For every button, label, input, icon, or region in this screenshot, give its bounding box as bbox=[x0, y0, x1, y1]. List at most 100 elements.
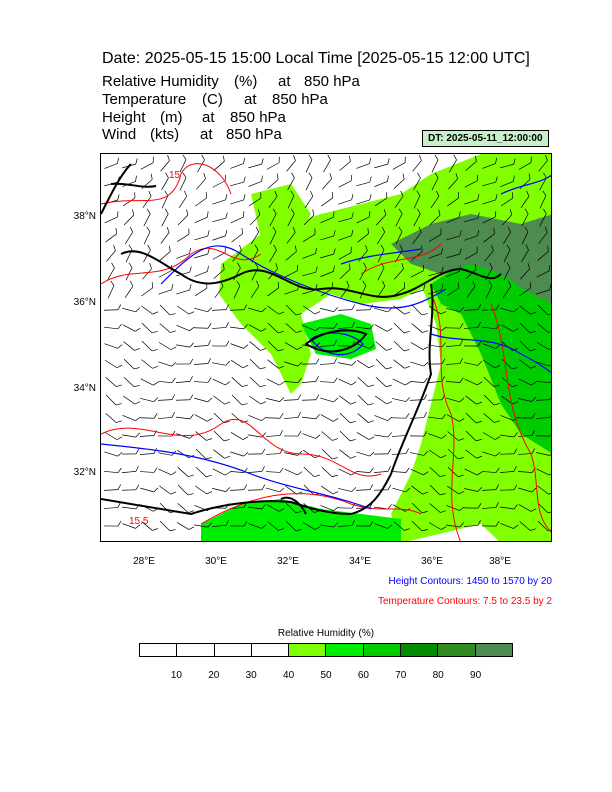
wind-barb bbox=[482, 451, 501, 457]
colorbar-tick-label: 60 bbox=[357, 670, 369, 681]
wind-barb bbox=[250, 280, 260, 299]
wind-barb bbox=[410, 284, 426, 295]
wind-barb bbox=[139, 448, 157, 455]
wind-barb bbox=[481, 484, 500, 491]
wind-barb bbox=[537, 502, 551, 514]
wind-barb bbox=[176, 522, 195, 530]
wind-barb bbox=[409, 377, 428, 383]
wind-barb bbox=[358, 244, 368, 262]
temperature-contours bbox=[101, 163, 551, 541]
wind-barb bbox=[537, 323, 551, 333]
field-level: 850 hPa bbox=[226, 126, 282, 143]
wind-barb bbox=[267, 521, 285, 531]
wind-barb bbox=[249, 209, 261, 226]
wind-barb bbox=[518, 397, 537, 402]
wind-barb bbox=[502, 280, 512, 298]
wind-barb bbox=[519, 340, 536, 352]
wind-barb bbox=[212, 487, 231, 492]
height-contour bbox=[500, 174, 551, 195]
wind-barb bbox=[501, 376, 518, 388]
wind-barb bbox=[320, 414, 339, 422]
wind-barb bbox=[266, 487, 285, 493]
wind-barb bbox=[503, 226, 511, 245]
wind-barb bbox=[393, 359, 411, 369]
wind-barb bbox=[141, 340, 158, 352]
wind-barb bbox=[193, 323, 212, 329]
wind-barb bbox=[176, 449, 195, 459]
wind-barb bbox=[265, 467, 284, 473]
wind-barb bbox=[302, 247, 317, 259]
wind-barb bbox=[519, 173, 531, 190]
wind-barb bbox=[107, 262, 115, 281]
wind-barb bbox=[143, 208, 151, 227]
field-name: Relative Humidity bbox=[102, 73, 219, 90]
wind-barb bbox=[518, 156, 532, 170]
height-contour bbox=[101, 443, 372, 510]
wind-barb bbox=[339, 395, 357, 405]
wind-barb bbox=[538, 154, 548, 172]
wind-barb bbox=[536, 284, 551, 295]
wind-barb bbox=[229, 484, 248, 491]
wind-barb bbox=[320, 505, 339, 511]
wind-barb bbox=[304, 190, 314, 209]
wind-barb bbox=[142, 263, 152, 280]
wind-barb bbox=[356, 324, 374, 330]
wind-barb bbox=[409, 430, 428, 437]
wind-barb bbox=[193, 340, 211, 347]
wind-barb bbox=[484, 244, 494, 262]
wind-barb bbox=[519, 521, 536, 531]
wind-barb bbox=[157, 430, 176, 437]
wind-barb bbox=[194, 397, 213, 403]
wind-barb bbox=[374, 175, 389, 187]
wind-barb bbox=[123, 376, 140, 388]
wind-barb bbox=[193, 377, 212, 383]
wind-barb bbox=[357, 227, 369, 243]
wind-barb bbox=[121, 448, 140, 455]
wind-barb bbox=[536, 361, 551, 367]
wind-barb bbox=[286, 226, 296, 244]
wind-barb bbox=[302, 433, 321, 439]
wind-barb bbox=[357, 413, 374, 423]
wind-barb bbox=[303, 209, 315, 226]
wind-barb bbox=[411, 502, 428, 514]
wind-barb bbox=[409, 394, 428, 401]
wind-barb bbox=[195, 448, 212, 460]
colorbar-tick-label: 90 bbox=[470, 670, 482, 681]
wind-barb bbox=[104, 323, 122, 330]
wind-barb bbox=[359, 262, 367, 281]
wind-barb bbox=[123, 209, 135, 226]
wind-barb bbox=[140, 156, 154, 170]
wind-barb bbox=[268, 190, 278, 208]
wind-barb bbox=[373, 465, 391, 473]
wind-barb bbox=[410, 264, 425, 278]
wind-barb bbox=[393, 173, 405, 189]
wind-barb bbox=[212, 246, 226, 260]
wind-barb bbox=[393, 340, 410, 352]
wind-barb bbox=[267, 305, 285, 315]
field-name: Height bbox=[102, 109, 146, 126]
field-unit: (kts) bbox=[150, 126, 180, 143]
colorbar-tick-label: 30 bbox=[245, 670, 257, 681]
wind-barb bbox=[284, 468, 303, 476]
wind-barb bbox=[103, 467, 122, 474]
wind-barb bbox=[483, 394, 500, 406]
wind-barb bbox=[374, 158, 390, 169]
wind-barb bbox=[194, 248, 210, 259]
wind-barb bbox=[503, 262, 511, 281]
temp-contour bbox=[101, 247, 262, 285]
wind-barb bbox=[464, 487, 483, 492]
wind-barb bbox=[446, 505, 465, 511]
wind-barb bbox=[230, 451, 249, 457]
wind-barb bbox=[230, 324, 248, 330]
colorbar-tick-label: 50 bbox=[320, 670, 332, 681]
wind-barb bbox=[179, 172, 187, 191]
wind-barb bbox=[500, 324, 519, 332]
wind-barb bbox=[248, 415, 267, 421]
colorbar-tick-label: 80 bbox=[432, 670, 444, 681]
wind-barb bbox=[123, 358, 140, 370]
wind-barb bbox=[338, 378, 357, 386]
wind-barb bbox=[374, 324, 393, 332]
wind-barb bbox=[500, 523, 519, 529]
wind-barb bbox=[501, 341, 518, 351]
wind-barb bbox=[428, 414, 446, 420]
